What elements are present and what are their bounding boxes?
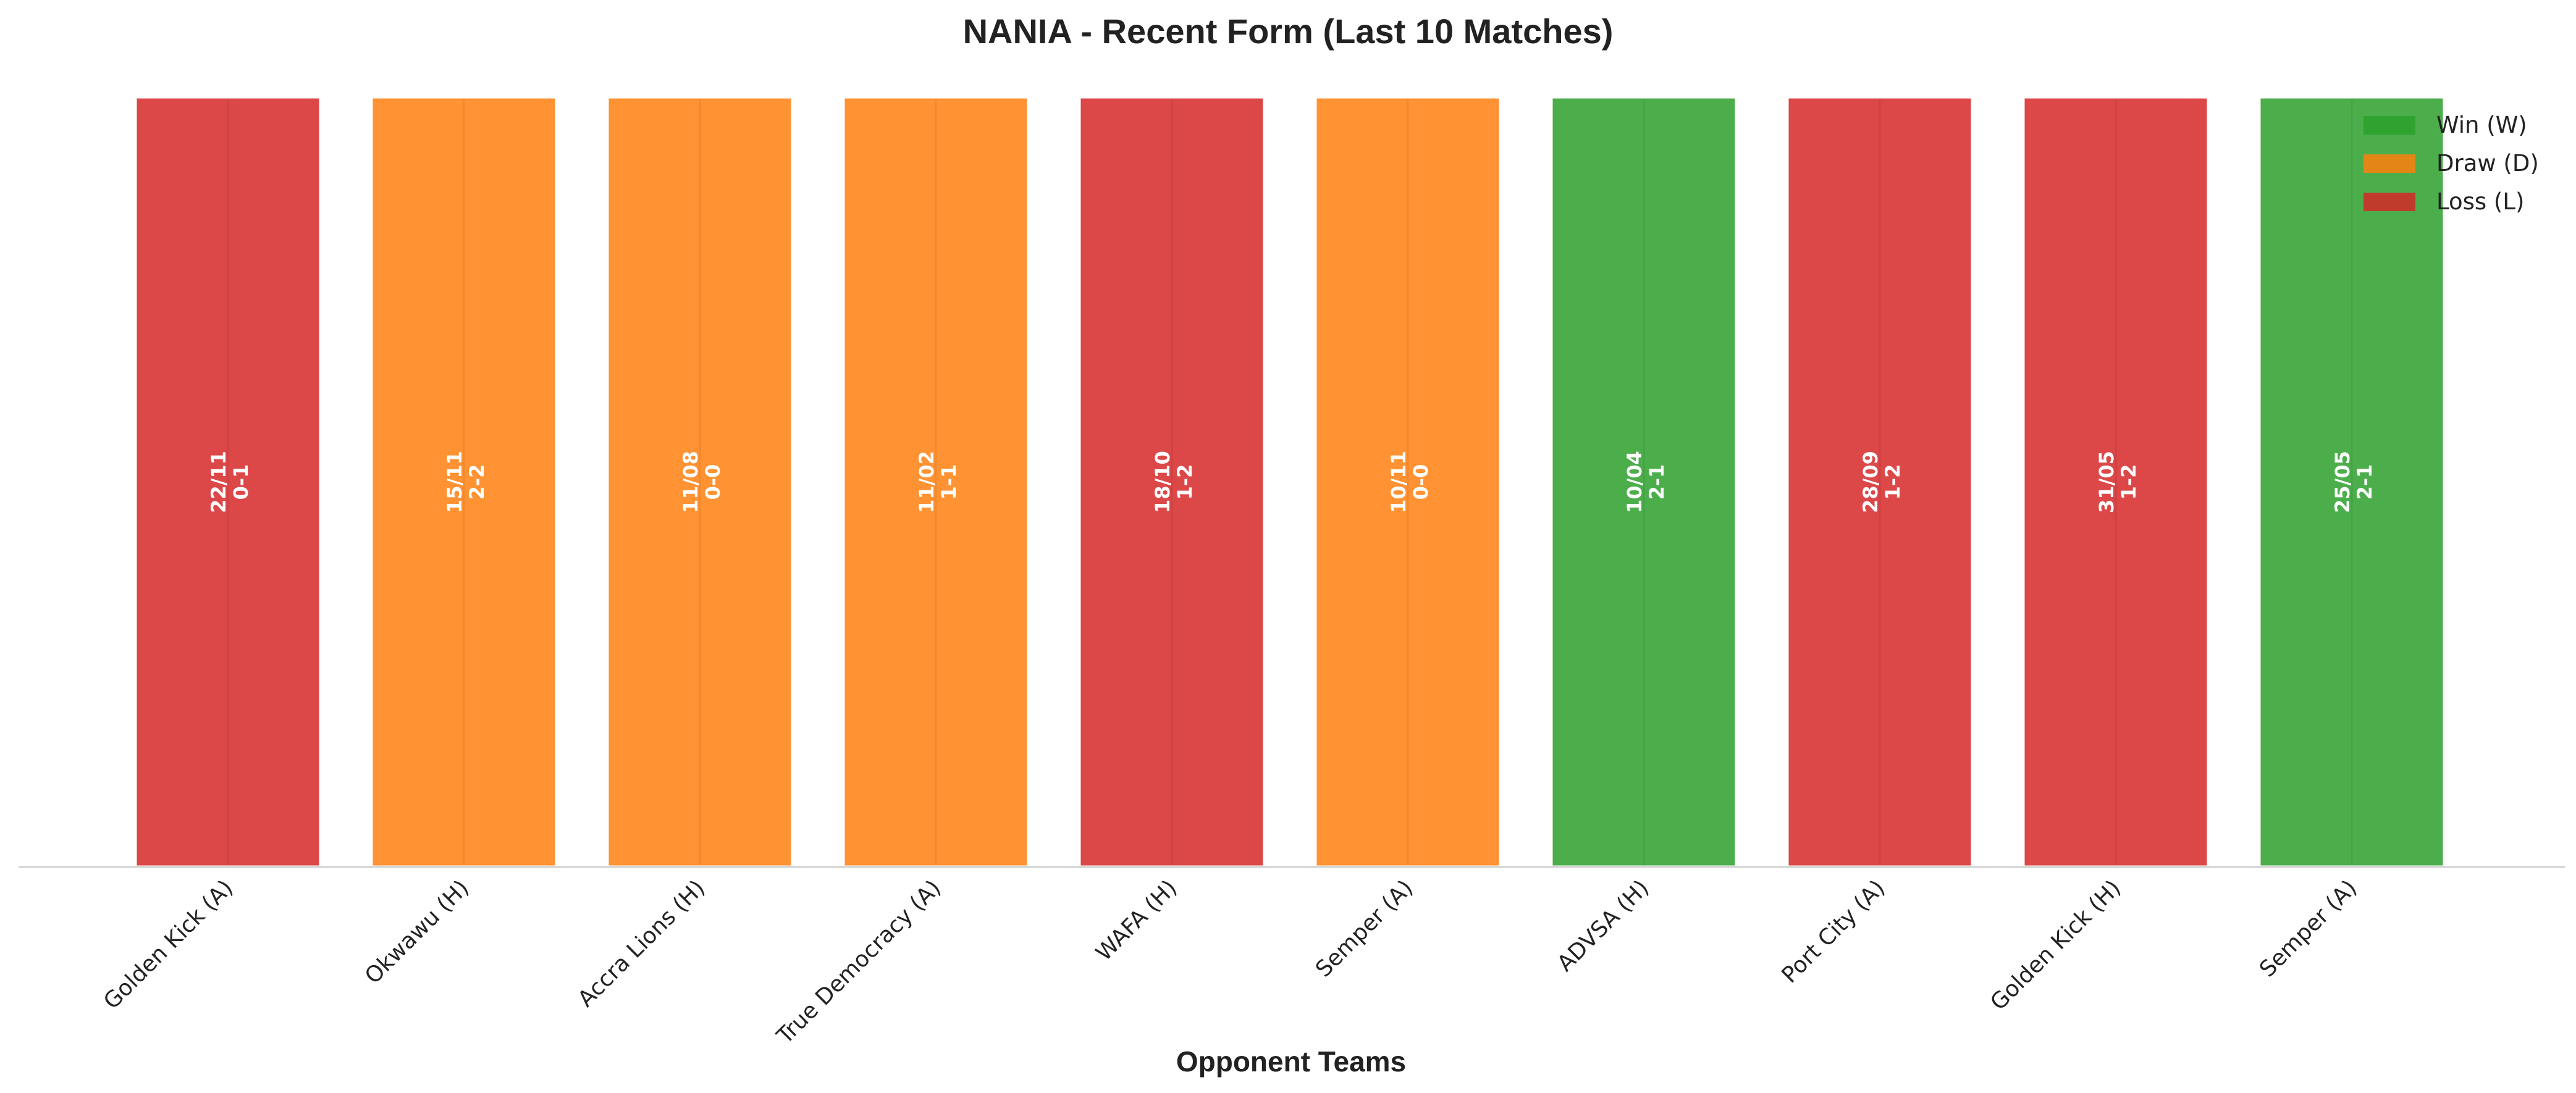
- bar-score-3: 1-1: [937, 464, 961, 500]
- legend-swatch-d: [2363, 154, 2415, 173]
- legend-swatch-w: [2363, 116, 2415, 135]
- bar-label-2: 11/080-0: [679, 451, 725, 513]
- bar-date-7: 28/09: [1859, 451, 1882, 513]
- bar-4: [1077, 95, 1266, 869]
- x-tick-label-8: Golden Kick (H): [1985, 875, 2126, 1015]
- legend: Win (W) Draw (D) Loss (L): [2363, 112, 2539, 215]
- bar-date-6: 10/04: [1623, 451, 1646, 513]
- bar-date-5: 10/11: [1387, 451, 1410, 513]
- x-tick-label-9: Semper (A): [2255, 875, 2362, 982]
- bar-score-5: 0-0: [1409, 464, 1433, 500]
- legend-swatch-l: [2363, 193, 2415, 211]
- bar-date-3: 11/02: [915, 451, 938, 513]
- legend-label-w: Win (W): [2436, 112, 2527, 138]
- x-tick-label-4: WAFA (H): [1091, 875, 1182, 966]
- bar-label-4: 18/101-2: [1151, 451, 1197, 513]
- bar-score-7: 1-2: [1881, 464, 1905, 500]
- bars-group: 22/110-1 15/112-2 11/080-0 11/021-1 18/101-2…: [133, 95, 2446, 869]
- chart-title: NANIA - Recent Form (Last 10 Matches): [963, 12, 1614, 51]
- legend-label-l: Loss (L): [2436, 188, 2524, 215]
- bar-9: [2257, 95, 2446, 869]
- bar-date-4: 18/10: [1151, 451, 1174, 513]
- x-tick-label-2: Accra Lions (H): [573, 875, 710, 1011]
- bar-date-2: 11/08: [679, 451, 702, 513]
- bar-label-3: 11/021-1: [915, 451, 961, 513]
- x-axis-label: Opponent Teams: [1176, 1045, 1406, 1078]
- bar-score-0: 0-1: [229, 464, 253, 500]
- bar-score-4: 1-2: [1173, 464, 1197, 500]
- bar-score-6: 2-1: [1645, 464, 1669, 500]
- bar-date-8: 31/05: [2095, 451, 2118, 513]
- bar-6: [1549, 95, 1738, 869]
- x-tick-label-1: Okwawu (H): [360, 875, 474, 989]
- bar-label-6: 10/042-1: [1623, 451, 1669, 513]
- bar-label-5: 10/110-0: [1387, 451, 1433, 513]
- bar-label-8: 31/051-2: [2095, 451, 2140, 513]
- bar-3: [841, 95, 1030, 869]
- x-tick-label-7: Port City (A): [1777, 875, 1890, 988]
- bar-label-7: 28/091-2: [1859, 451, 1905, 513]
- x-tick-label-6: ADVSA (H): [1552, 875, 1654, 976]
- bar-5: [1313, 95, 1502, 869]
- x-tick-label-5: Semper (A): [1311, 875, 1418, 982]
- x-tick-label-3: True Democracy (A): [772, 875, 946, 1049]
- bar-score-9: 2-1: [2353, 464, 2376, 500]
- x-tick-labels: Golden Kick (A) Okwawu (H) Accra Lions (H)…: [99, 875, 2362, 1049]
- x-tick-label-0: Golden Kick (A): [99, 875, 238, 1014]
- bar-date-1: 15/11: [443, 451, 466, 513]
- bar-2: [605, 95, 794, 869]
- bar-0: [133, 95, 322, 869]
- bar-label-1: 15/112-2: [443, 451, 489, 513]
- bar-label-0: 22/110-1: [207, 451, 253, 513]
- bar-score-2: 0-0: [701, 464, 725, 500]
- legend-label-d: Draw (D): [2436, 150, 2539, 177]
- bar-date-0: 22/11: [207, 451, 230, 513]
- bar-1: [369, 95, 558, 869]
- bar-score-1: 2-2: [465, 464, 489, 500]
- bar-score-8: 1-2: [2117, 464, 2140, 500]
- bar-date-9: 25/05: [2331, 451, 2354, 513]
- bar-label-9: 25/052-1: [2331, 451, 2376, 513]
